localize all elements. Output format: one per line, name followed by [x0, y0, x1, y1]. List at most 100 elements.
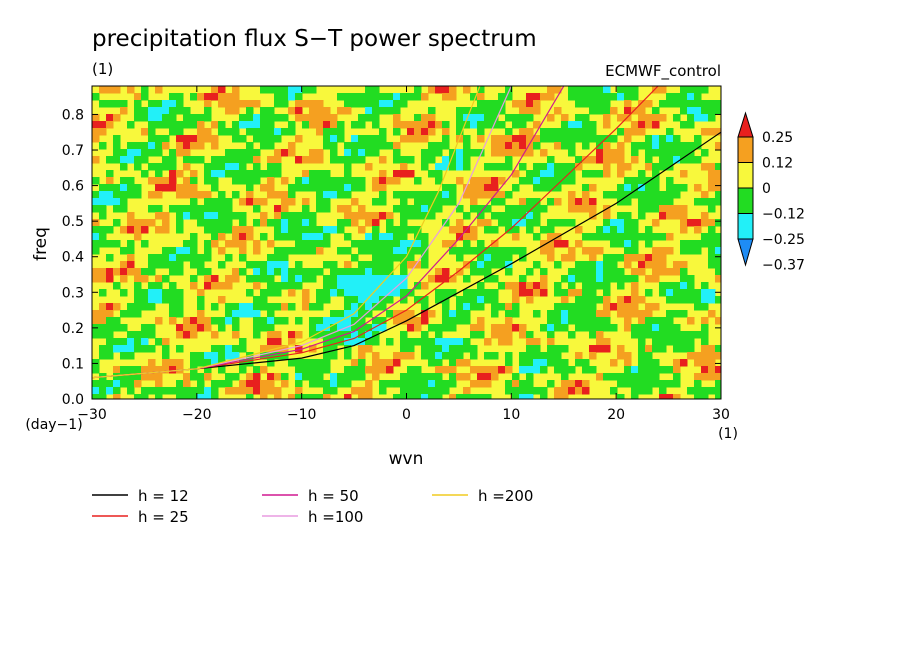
field-cell	[120, 345, 128, 353]
field-cell	[246, 310, 254, 318]
field-cell	[134, 289, 142, 297]
field-cell	[127, 303, 135, 311]
field-cell	[232, 352, 240, 360]
field-cell	[547, 184, 555, 192]
field-cell	[281, 191, 289, 199]
field-cell	[435, 142, 443, 150]
field-cell	[281, 177, 289, 185]
field-cell	[274, 289, 282, 297]
field-cell	[505, 128, 513, 136]
field-cell	[365, 289, 373, 297]
x-tick-label: −30	[77, 407, 107, 423]
field-cell	[148, 205, 156, 213]
field-cell	[680, 226, 688, 234]
field-cell	[372, 142, 380, 150]
field-cell	[596, 233, 604, 241]
field-cell	[687, 331, 695, 339]
field-cell	[281, 317, 289, 325]
field-cell	[470, 184, 478, 192]
field-cell	[519, 289, 527, 297]
field-cell	[260, 198, 268, 206]
field-cell	[204, 198, 212, 206]
field-cell	[190, 352, 198, 360]
field-cell	[211, 233, 219, 241]
y-tick-label: 0.3	[62, 285, 84, 301]
field-cell	[400, 205, 408, 213]
field-cell	[176, 310, 184, 318]
field-cell	[442, 156, 450, 164]
field-cell	[183, 387, 191, 395]
field-cell	[526, 142, 534, 150]
field-cell	[617, 268, 625, 276]
field-cell	[540, 240, 548, 248]
field-cell	[204, 191, 212, 199]
field-cell	[92, 268, 100, 276]
field-cell	[414, 366, 422, 374]
field-cell	[239, 240, 247, 248]
field-cell	[99, 205, 107, 213]
field-cell	[694, 156, 702, 164]
field-cell	[519, 142, 527, 150]
field-cell	[316, 226, 324, 234]
field-cell	[498, 135, 506, 143]
field-cell	[491, 366, 499, 374]
field-cell	[540, 163, 548, 171]
field-cell	[638, 233, 646, 241]
field-cell	[491, 296, 499, 304]
field-cell	[708, 240, 716, 248]
field-cell	[267, 163, 275, 171]
field-cell	[652, 254, 660, 262]
field-cell	[239, 121, 247, 129]
field-cell	[288, 93, 296, 101]
field-cell	[141, 338, 149, 346]
field-cell	[274, 373, 282, 381]
field-cell	[246, 121, 254, 129]
field-cell	[659, 338, 667, 346]
field-cell	[407, 317, 415, 325]
field-cell	[120, 373, 128, 381]
field-cell	[372, 240, 380, 248]
field-cell	[302, 296, 310, 304]
field-cell	[365, 380, 373, 388]
field-cell	[281, 212, 289, 220]
field-cell	[393, 128, 401, 136]
field-cell	[239, 233, 247, 241]
field-cell	[316, 100, 324, 108]
field-cell	[400, 282, 408, 290]
field-cell	[218, 205, 226, 213]
field-cell	[99, 142, 107, 150]
field-cell	[162, 142, 170, 150]
field-cell	[407, 254, 415, 262]
field-cell	[638, 261, 646, 269]
field-cell	[141, 156, 149, 164]
field-cell	[211, 156, 219, 164]
field-cell	[505, 310, 513, 318]
field-cell	[512, 212, 520, 220]
field-cell	[540, 247, 548, 255]
field-cell	[379, 254, 387, 262]
field-cell	[708, 107, 716, 115]
field-cell	[673, 205, 681, 213]
field-cell	[449, 394, 457, 399]
field-cell	[113, 205, 121, 213]
field-cell	[638, 212, 646, 220]
field-cell	[190, 331, 198, 339]
field-cell	[393, 275, 401, 283]
field-cell	[519, 352, 527, 360]
field-cell	[393, 107, 401, 115]
field-cell	[631, 121, 639, 129]
field-cell	[344, 394, 352, 399]
field-cell	[694, 352, 702, 360]
field-cell	[106, 352, 114, 360]
field-cell	[176, 121, 184, 129]
field-cell	[491, 303, 499, 311]
field-cell	[638, 100, 646, 108]
field-cell	[204, 275, 212, 283]
field-cell	[176, 107, 184, 115]
field-cell	[316, 289, 324, 297]
field-cell	[372, 100, 380, 108]
field-cell	[449, 184, 457, 192]
field-cell	[561, 296, 569, 304]
field-cell	[414, 128, 422, 136]
field-cell	[344, 331, 352, 339]
